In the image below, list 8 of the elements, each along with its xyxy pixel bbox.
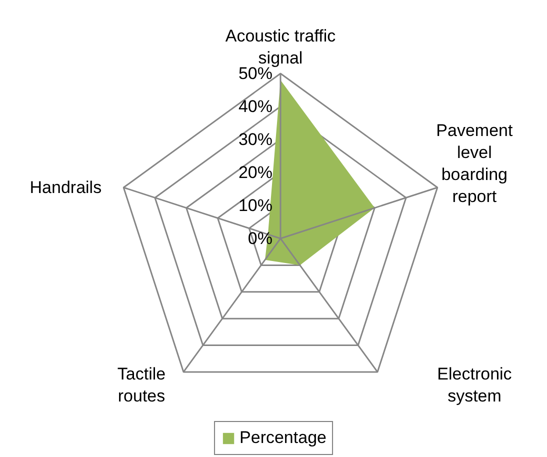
- legend-label: Percentage: [240, 428, 326, 448]
- y-tick-label: 20%: [238, 163, 273, 182]
- y-tick-label: 40%: [238, 97, 273, 116]
- spoke-label: Tactile routes: [117, 364, 166, 406]
- y-tick-label: 30%: [238, 130, 273, 149]
- spoke-label: Handrails: [30, 178, 102, 198]
- spoke-label: Pavement level boarding report: [436, 121, 513, 206]
- spoke-label: Electronic system: [437, 364, 512, 406]
